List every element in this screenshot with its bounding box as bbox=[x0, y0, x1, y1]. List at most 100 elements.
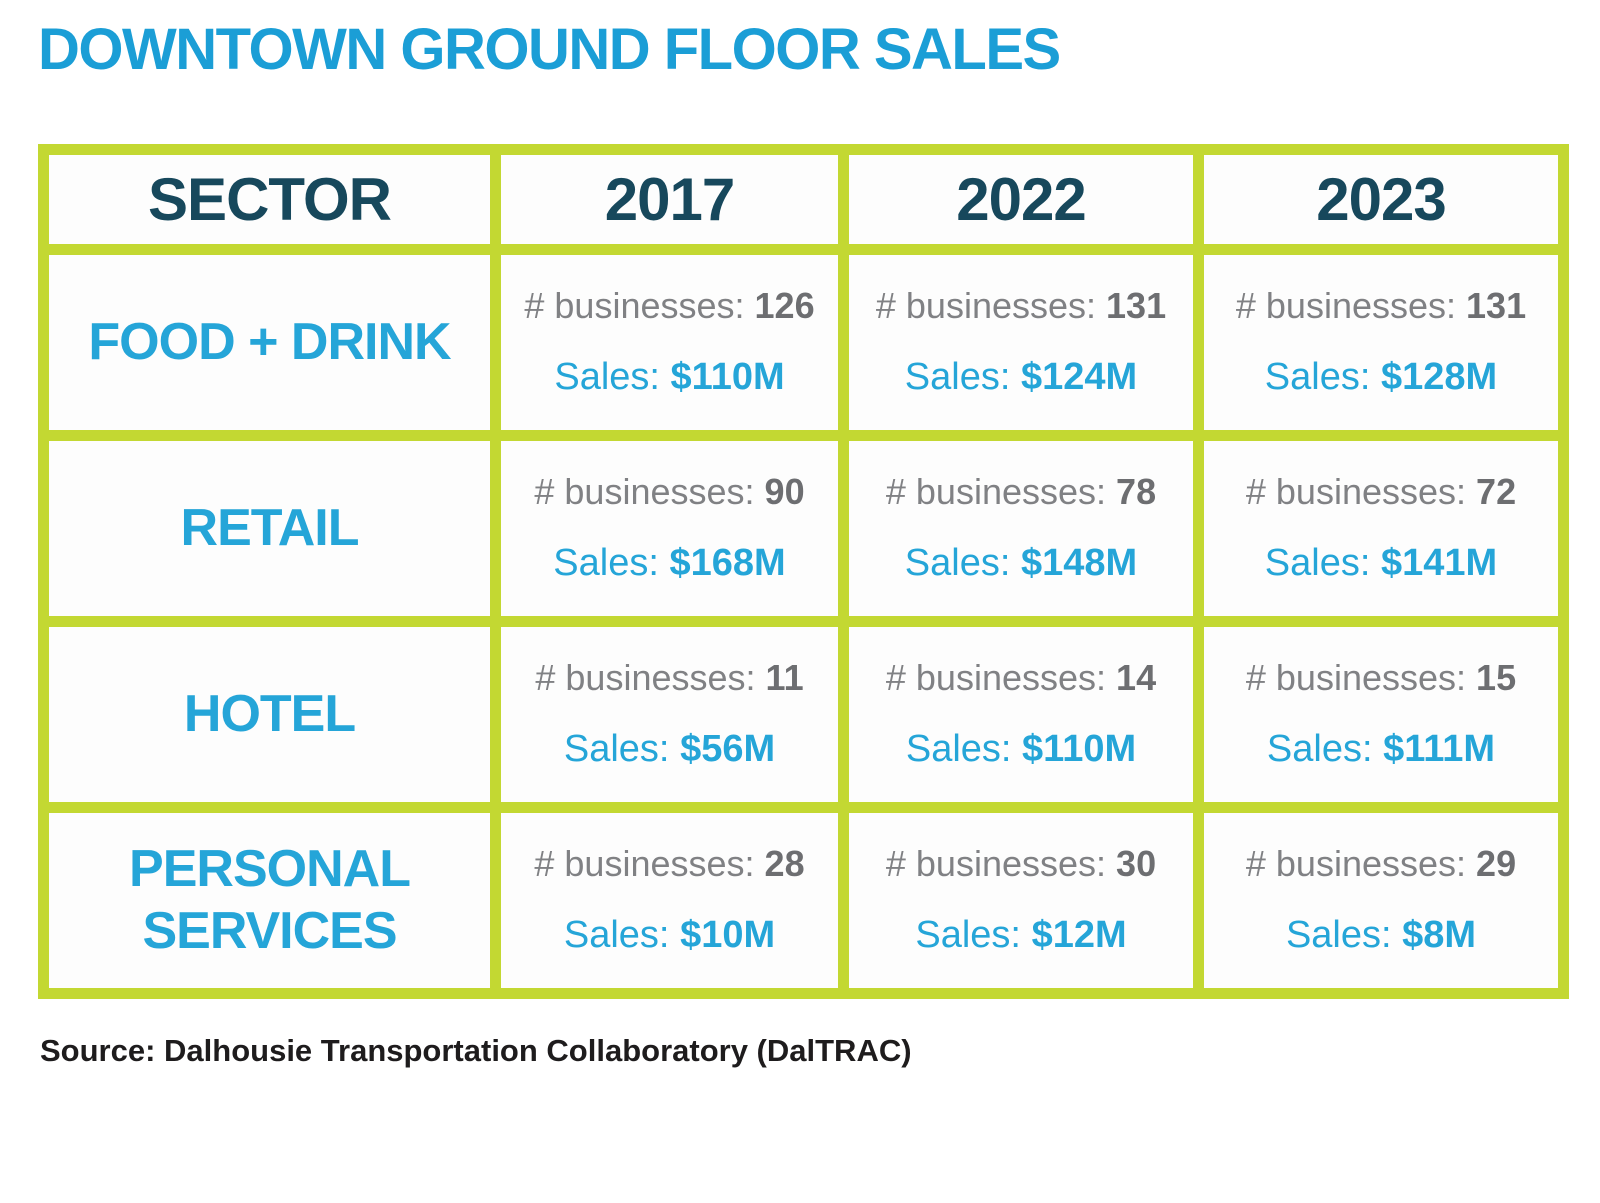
sales-line: Sales: $110M bbox=[501, 356, 838, 399]
businesses-label: # businesses: bbox=[534, 842, 755, 884]
column-header-2023: 2023 bbox=[1193, 143, 1569, 255]
businesses-label: # businesses: bbox=[1245, 842, 1467, 884]
businesses-line: # businesses: 78 bbox=[849, 470, 1193, 512]
sales-value: $141M bbox=[1380, 542, 1498, 585]
cell-hotel-2017: # businesses: 11 Sales: $56M bbox=[490, 615, 849, 813]
businesses-value: 72 bbox=[1476, 470, 1517, 512]
sector-label-hotel: HOTEL bbox=[38, 615, 501, 813]
sales-line: Sales: $10M bbox=[501, 914, 838, 957]
businesses-value: 29 bbox=[1476, 842, 1517, 884]
sales-line: Sales: $124M bbox=[849, 356, 1193, 399]
businesses-line: # businesses: 28 bbox=[501, 842, 838, 884]
businesses-value: 126 bbox=[754, 284, 815, 326]
businesses-line: # businesses: 131 bbox=[849, 284, 1193, 326]
sales-value: $110M bbox=[670, 356, 785, 399]
cell-food-drink-2017: # businesses: 126 Sales: $110M bbox=[490, 243, 849, 441]
businesses-value: 30 bbox=[1116, 842, 1157, 884]
sales-line: Sales: $168M bbox=[501, 542, 838, 585]
sales-line: Sales: $8M bbox=[1204, 914, 1558, 957]
cell-retail-2023: # businesses: 72 Sales: $141M bbox=[1193, 429, 1569, 627]
businesses-label: # businesses: bbox=[885, 842, 1107, 884]
sales-value: $128M bbox=[1380, 356, 1498, 399]
sector-label-retail: RETAIL bbox=[38, 429, 501, 627]
sales-label: Sales: bbox=[553, 542, 659, 585]
businesses-line: # businesses: 72 bbox=[1204, 470, 1558, 512]
businesses-line: # businesses: 90 bbox=[501, 470, 838, 512]
businesses-label: # businesses: bbox=[885, 656, 1107, 698]
column-header-2017: 2017 bbox=[490, 143, 849, 255]
businesses-value: 131 bbox=[1106, 284, 1167, 326]
table-row-retail: RETAIL # businesses: 90 Sales: $168M # b… bbox=[38, 429, 1569, 627]
sales-value: $10M bbox=[680, 914, 776, 957]
table-row-food-drink: FOOD + DRINK # businesses: 126 Sales: $1… bbox=[38, 243, 1569, 441]
businesses-value: 28 bbox=[764, 842, 805, 884]
sector-label-personal-services: PERSONAL SERVICES bbox=[38, 801, 501, 999]
businesses-value: 78 bbox=[1116, 470, 1157, 512]
sales-label: Sales: bbox=[1264, 542, 1371, 585]
cell-food-drink-2023: # businesses: 131 Sales: $128M bbox=[1193, 243, 1569, 441]
businesses-label: # businesses: bbox=[534, 470, 755, 512]
businesses-line: # businesses: 14 bbox=[849, 656, 1193, 698]
table-row-personal-services: PERSONAL SERVICES # businesses: 28 Sales… bbox=[38, 801, 1569, 999]
sales-line: Sales: $56M bbox=[501, 728, 838, 771]
sales-label: Sales: bbox=[1264, 356, 1371, 399]
businesses-value: 14 bbox=[1116, 656, 1157, 698]
sales-line: Sales: $12M bbox=[849, 914, 1193, 957]
businesses-line: # businesses: 126 bbox=[501, 284, 838, 326]
businesses-label: # businesses: bbox=[1245, 656, 1467, 698]
businesses-label: # businesses: bbox=[885, 470, 1107, 512]
sector-label-food-drink: FOOD + DRINK bbox=[38, 243, 501, 441]
sales-label: Sales: bbox=[905, 728, 1012, 771]
ground-floor-sales-table: SECTOR 2017 2022 2023 FOOD + DRINK # bus… bbox=[38, 143, 1569, 999]
businesses-value: 90 bbox=[764, 470, 805, 512]
cell-hotel-2022: # businesses: 14 Sales: $110M bbox=[838, 615, 1204, 813]
sales-label: Sales: bbox=[563, 728, 670, 771]
cell-food-drink-2022: # businesses: 131 Sales: $124M bbox=[838, 243, 1204, 441]
businesses-value: 131 bbox=[1466, 284, 1527, 326]
cell-retail-2022: # businesses: 78 Sales: $148M bbox=[838, 429, 1204, 627]
page-title: DOWNTOWN GROUND FLOOR SALES bbox=[38, 17, 1061, 82]
cell-personal-services-2017: # businesses: 28 Sales: $10M bbox=[490, 801, 849, 999]
businesses-line: # businesses: 131 bbox=[1204, 284, 1558, 326]
sales-value: $111M bbox=[1383, 728, 1496, 771]
cell-personal-services-2022: # businesses: 30 Sales: $12M bbox=[838, 801, 1204, 999]
businesses-label: # businesses: bbox=[535, 656, 756, 698]
sales-value: $124M bbox=[1020, 356, 1138, 399]
cell-personal-services-2023: # businesses: 29 Sales: $8M bbox=[1193, 801, 1569, 999]
sales-label: Sales: bbox=[1285, 914, 1392, 957]
sales-label: Sales: bbox=[904, 542, 1011, 585]
sales-label: Sales: bbox=[563, 914, 670, 957]
businesses-label: # businesses: bbox=[524, 284, 745, 326]
sales-line: Sales: $128M bbox=[1204, 356, 1558, 399]
header-row: SECTOR 2017 2022 2023 bbox=[38, 143, 1569, 255]
cell-hotel-2023: # businesses: 15 Sales: $111M bbox=[1193, 615, 1569, 813]
businesses-value: 11 bbox=[765, 656, 804, 698]
businesses-line: # businesses: 29 bbox=[1204, 842, 1558, 884]
businesses-line: # businesses: 30 bbox=[849, 842, 1193, 884]
sales-line: Sales: $110M bbox=[849, 728, 1193, 771]
column-header-sector: SECTOR bbox=[38, 143, 501, 255]
businesses-line: # businesses: 11 bbox=[501, 656, 838, 698]
table-row-hotel: HOTEL # businesses: 11 Sales: $56M # bus… bbox=[38, 615, 1569, 813]
column-header-2022: 2022 bbox=[838, 143, 1204, 255]
sales-value: $148M bbox=[1020, 542, 1138, 585]
businesses-label: # businesses: bbox=[875, 284, 1097, 326]
sales-label: Sales: bbox=[554, 356, 660, 399]
page: DOWNTOWN GROUND FLOOR SALES SECTOR 2017 … bbox=[38, 17, 1569, 1068]
sales-value: $110M bbox=[1022, 728, 1137, 771]
businesses-line: # businesses: 15 bbox=[1204, 656, 1558, 698]
sales-label: Sales: bbox=[1266, 728, 1373, 771]
sales-value: $12M bbox=[1031, 914, 1127, 957]
businesses-value: 15 bbox=[1476, 656, 1517, 698]
sales-label: Sales: bbox=[915, 914, 1021, 957]
businesses-label: # businesses: bbox=[1235, 284, 1457, 326]
sales-value: $168M bbox=[669, 542, 786, 585]
sales-line: Sales: $148M bbox=[849, 542, 1193, 585]
sales-value: $56M bbox=[680, 728, 776, 771]
source-attribution: Source: Dalhousie Transportation Collabo… bbox=[40, 1032, 912, 1068]
sales-line: Sales: $141M bbox=[1204, 542, 1558, 585]
sales-line: Sales: $111M bbox=[1204, 728, 1558, 771]
sales-label: Sales: bbox=[904, 356, 1011, 399]
cell-retail-2017: # businesses: 90 Sales: $168M bbox=[490, 429, 849, 627]
businesses-label: # businesses: bbox=[1245, 470, 1467, 512]
